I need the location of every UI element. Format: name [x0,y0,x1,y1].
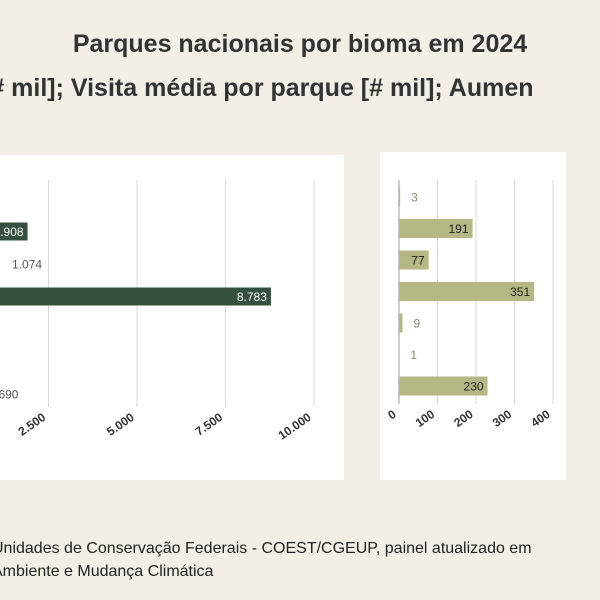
avg-visits-chart-panel: 0 100 200 300 400 3 191 77 351 9 1 230 [380,152,566,480]
avg-visits-bar [399,282,535,301]
avg-visits-bar [399,187,401,207]
avg-visits-data-label: 351 [510,285,530,299]
visits-data-label: 1.908 [0,225,24,239]
visits-data-label: 690 [0,388,19,402]
avg-visits-tick-label: 400 [528,407,553,430]
visits-data-label: 1.074 [12,258,42,272]
avg-visits-data-label: 3 [411,191,418,205]
chart-subtitle: [# mil]; Visita média por parque [# mil]… [0,74,534,102]
avg-visits-data-label: 191 [449,222,469,236]
avg-visits-data-label: 9 [413,317,420,331]
avg-visits-tick-label: 100 [413,407,438,430]
avg-visits-tick-label: 300 [490,407,515,430]
avg-visits-bar [399,250,429,270]
visits-bar [0,287,271,306]
source-line-2: Ambiente e Mudança Climática [0,563,214,580]
visits-tick-label: 5.000 [104,410,137,439]
avg-visits-bar-chart: 0 100 200 300 400 3 191 77 351 9 1 230 [385,180,554,430]
avg-visits-data-label: 77 [411,254,425,268]
avg-visits-bar [399,219,473,238]
source-note: Unidades de Conservação Federais - COEST… [0,537,600,583]
avg-visits-bar [399,313,403,333]
visits-tick-label: 7.500 [193,410,226,439]
avg-visits-data-label: 1 [410,348,417,362]
avg-visits-tick-label: 200 [451,407,476,430]
visits-tick-label: 2.500 [16,410,49,439]
avg-visits-bar [399,376,488,396]
avg-visits-tick-label: 0 [385,407,399,422]
chart-title: Parques nacionais por bioma em 2024 [72,30,528,58]
avg-visits-data-label: 230 [464,380,484,394]
visits-tick-label: 10.000 [276,410,314,443]
visits-bar [0,222,28,241]
visits-data-label: 8.783 [237,290,267,304]
source-line-1: Unidades de Conservação Federais - COEST… [0,540,532,557]
